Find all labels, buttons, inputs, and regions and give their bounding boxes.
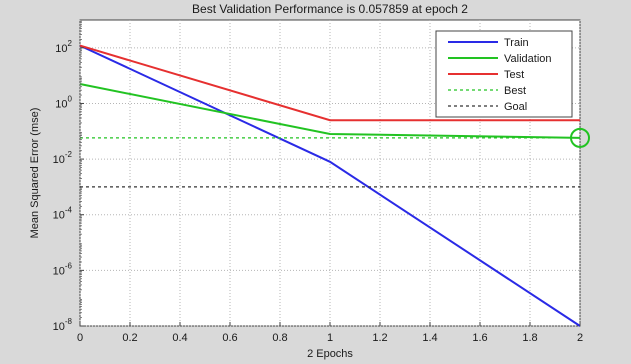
y-axis-label: Mean Squared Error (mse) [29,108,41,239]
y-tick-label: 10-8 [53,317,73,333]
legend: Train Validation Test Best Goal [435,30,573,118]
x-tick-label: 1.2 [372,332,387,344]
y-tick-exponent: -6 [65,261,73,270]
y-tick-exponent: -2 [65,150,73,159]
x-tick-label: 2 [577,332,583,344]
x-tick-label: 0.8 [272,332,287,344]
series-line-validation [79,83,581,139]
y-tick-exponent: 2 [68,39,73,48]
y-tick-label: 102 [55,39,72,55]
x-axis-label: 2 Epochs [307,348,353,360]
y-tick-exponent: -4 [65,206,73,215]
y-tick-base: 10 [53,154,65,166]
legend-label: Train [504,37,529,49]
x-tick-label: 0.6 [222,332,237,344]
y-tick-base: 10 [53,265,65,277]
legend-label: Goal [504,101,527,113]
y-tick-base: 10 [53,321,65,333]
x-tick-label: 1 [327,332,333,344]
y-tick-label: 10-4 [53,206,73,222]
series-line-train [79,44,581,327]
legend-label: Test [504,69,524,81]
y-tick-base: 10 [53,210,65,222]
x-tick-label: 0 [77,332,83,344]
legend-label: Validation [504,53,552,65]
y-tick-label: 10-6 [53,261,73,277]
series-line-test [79,44,580,122]
y-tick-base: 10 [55,98,67,110]
x-tick-label: 1.4 [422,332,437,344]
x-tick-label: 0.2 [122,332,137,344]
axes: 0 0.2 0.4 0.6 0.8 1 1.2 1.4 1.6 1.8 210210010-210-… [53,20,583,344]
series-lines [79,44,590,327]
legend-label: Best [504,85,526,97]
x-tick-label: 1.6 [472,332,487,344]
y-tick-label: 10-2 [53,150,73,166]
y-tick-label: 100 [55,94,72,110]
y-tick-base: 10 [55,43,67,55]
y-tick-exponent: 0 [68,94,73,103]
y-tick-exponent: -8 [65,317,73,326]
x-tick-label: 0.4 [172,332,187,344]
best-epoch-marker [570,127,590,148]
x-tick-label: 1.8 [522,332,537,344]
chart-title: Best Validation Performance is 0.057859 … [192,2,468,16]
